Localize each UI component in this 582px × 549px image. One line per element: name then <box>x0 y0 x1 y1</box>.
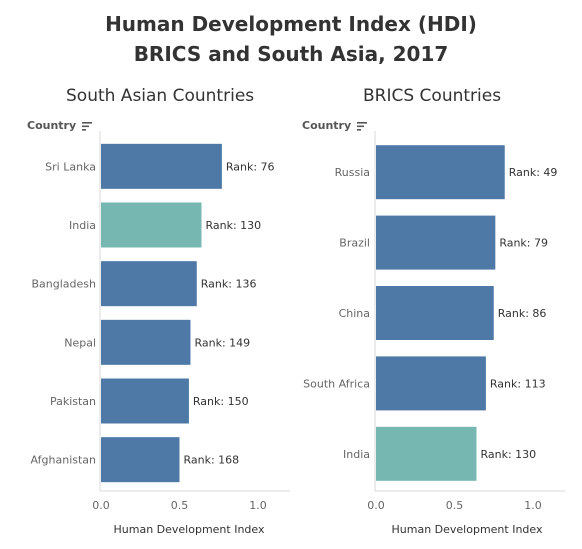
category-label: Bangladesh <box>32 278 97 291</box>
bar-nepal <box>101 319 191 365</box>
x-tick-label: 1.0 <box>524 499 542 512</box>
category-label: India <box>343 448 370 461</box>
category-label: Afghanistan <box>31 454 97 467</box>
chart-title: Human Development Index (HDI) <box>105 12 477 36</box>
x-axis-title: Human Development Index <box>114 523 265 536</box>
row-header-label: Country <box>27 119 77 132</box>
row-header-south-asia[interactable]: Country <box>27 119 92 132</box>
bar-india <box>376 426 477 481</box>
data-label: Rank: 79 <box>499 237 548 250</box>
data-label: Rank: 130 <box>480 448 536 461</box>
data-label: Rank: 130 <box>205 219 261 232</box>
chart-subtitle: BRICS and South Asia, 2017 <box>133 42 449 66</box>
category-label: India <box>69 219 96 232</box>
bar-russia <box>376 145 505 200</box>
data-label: Rank: 49 <box>509 166 558 179</box>
data-label: Rank: 136 <box>201 278 257 291</box>
category-label: Sri Lanka <box>45 160 96 173</box>
x-axis-title: Human Development Index <box>392 523 543 536</box>
x-tick-label: 0.0 <box>92 499 110 512</box>
sort-icon[interactable] <box>82 121 92 131</box>
row-header-label: Country <box>302 119 352 132</box>
data-label: Rank: 150 <box>193 395 249 408</box>
data-label: Rank: 113 <box>490 377 546 390</box>
x-tick-label: 0.0 <box>367 499 385 512</box>
panel-title-brics: BRICS Countries <box>363 86 502 106</box>
data-label: Rank: 86 <box>498 307 547 320</box>
x-tick-label: 1.0 <box>249 499 267 512</box>
bar-brazil <box>376 215 496 270</box>
category-label: Pakistan <box>50 395 96 408</box>
x-tick-label: 0.5 <box>446 499 464 512</box>
bar-india <box>101 202 202 248</box>
x-tick-label: 0.5 <box>171 499 189 512</box>
bar-china <box>376 286 494 340</box>
bar-bangladesh <box>101 261 197 307</box>
data-label: Rank: 76 <box>226 160 275 173</box>
data-label: Rank: 168 <box>184 454 240 467</box>
category-label: South Africa <box>303 377 370 390</box>
category-label: China <box>339 307 370 320</box>
panel-title-south-asia: South Asian Countries <box>66 86 255 106</box>
category-label: Brazil <box>339 237 370 250</box>
bar-sri-lanka <box>101 143 222 189</box>
bar-pakistan <box>101 378 189 424</box>
data-label: Rank: 149 <box>194 336 250 349</box>
category-label: Russia <box>335 166 370 179</box>
bar-afghanistan <box>101 437 180 483</box>
sort-icon[interactable] <box>357 121 367 131</box>
category-label: Nepal <box>64 336 96 349</box>
bar-south-africa <box>376 356 486 411</box>
row-header-brics[interactable]: Country <box>302 119 367 132</box>
